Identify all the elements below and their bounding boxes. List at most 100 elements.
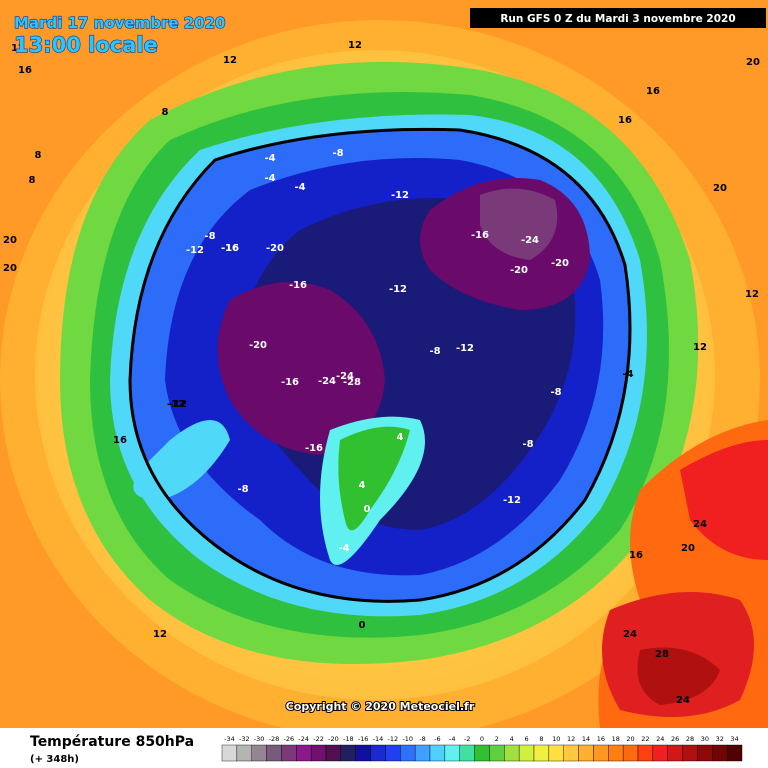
map-label: 16	[113, 435, 127, 446]
map-label: -4	[622, 369, 633, 380]
legend-swatch	[385, 744, 401, 762]
map-label: -20	[249, 340, 267, 351]
map-date: Mardi 17 novembre 2020	[14, 14, 226, 32]
map-label: 4	[359, 480, 366, 491]
map-label: 16	[646, 86, 660, 97]
legend-swatch	[504, 744, 520, 762]
legend-label: -20	[328, 735, 339, 743]
map-label: 0	[364, 504, 371, 515]
legend-swatch	[266, 744, 282, 762]
map-label: 12	[348, 40, 362, 51]
map-label: 12	[693, 342, 707, 353]
map-label: -24	[318, 376, 336, 387]
map-label: -4	[264, 153, 275, 164]
legend-swatch	[444, 744, 460, 762]
map-label: -4	[338, 543, 349, 554]
legend-label: 4	[510, 735, 514, 743]
legend-swatch	[563, 744, 579, 762]
legend-label: 18	[612, 735, 620, 743]
map-label: 0	[359, 620, 366, 631]
map-label: -16	[305, 443, 323, 454]
legend-label: 22	[641, 735, 649, 743]
run-box	[470, 8, 766, 28]
legend-swatch	[533, 744, 550, 762]
map-label: 20	[681, 543, 695, 554]
map-label: 28	[655, 649, 669, 660]
map-label: 12	[11, 43, 25, 54]
map-label: 12	[223, 55, 237, 66]
map-label: -24	[521, 235, 539, 246]
legend-label: 10	[552, 735, 560, 743]
legend-swatch	[236, 744, 252, 762]
map-label: -28	[343, 377, 361, 388]
legend-label: 0	[480, 735, 484, 743]
legend-swatch	[221, 744, 238, 762]
map-label: -16	[289, 280, 307, 291]
map-field	[0, 0, 768, 740]
legend-label: -4	[449, 735, 455, 743]
map-label: 20	[746, 57, 760, 68]
legend-swatch	[518, 744, 535, 762]
map-label: -8	[332, 148, 343, 159]
legend-swatch	[310, 744, 327, 762]
map-label: -8	[522, 439, 533, 450]
map-label: -12	[456, 343, 474, 354]
legend-swatch	[325, 744, 342, 762]
legend-swatch	[578, 744, 594, 762]
legend-swatch	[697, 744, 713, 762]
legend-label: -22	[313, 735, 324, 743]
legend-swatch	[429, 744, 446, 762]
legend-label: 24	[656, 735, 664, 743]
legend-swatch	[637, 744, 654, 762]
legend-label: 16	[597, 735, 605, 743]
legend-swatch	[667, 744, 683, 762]
map-label: 8	[29, 175, 36, 186]
legend-label: 12	[567, 735, 575, 743]
map-label: 20	[3, 263, 17, 274]
legend-label: -34	[224, 735, 235, 743]
legend-swatch	[489, 744, 505, 762]
map-labels: 12 16 20 8 12 12 -4 -4 -8 -8 -12 -16 -16 -20 -24 -20 -16…	[3, 40, 760, 706]
map-label: -12	[389, 284, 407, 295]
legend-swatch	[593, 744, 609, 762]
legend-label: -32	[239, 735, 250, 743]
map-label: 12	[745, 289, 759, 300]
color-legend: -34 -32 -30 -28 -26 -24 -22 -20 -18 -16 -14 -12 -10-…	[221, 735, 743, 762]
legend-swatch	[296, 744, 312, 762]
map-label: -20	[551, 258, 569, 269]
legend-label: 34	[730, 735, 738, 743]
map-label: -8	[237, 484, 248, 495]
map-label: -12	[503, 495, 521, 506]
map-label: 8	[35, 150, 42, 161]
legend-swatch	[652, 744, 668, 762]
map-label: -12	[186, 245, 204, 256]
legend-swatch	[459, 744, 475, 762]
legend-label: -10	[402, 735, 413, 743]
legend-label: 8	[539, 735, 543, 743]
legend-swatch	[400, 744, 416, 762]
legend-swatch	[682, 744, 698, 762]
map-label: -12	[391, 190, 409, 201]
legend-label: -12	[388, 735, 399, 743]
legend-swatch	[414, 744, 431, 762]
legend-label: 28	[686, 735, 694, 743]
legend-swatch	[622, 744, 639, 762]
legend-label: -18	[343, 735, 354, 743]
map-label: 24	[676, 695, 690, 706]
legend-label: -6	[434, 735, 440, 743]
map-label: -16	[281, 377, 299, 388]
map-label: -4	[294, 182, 305, 193]
legend-label: -26	[284, 735, 295, 743]
legend-label: -14	[373, 735, 384, 743]
legend-swatch	[474, 744, 490, 762]
map-label: 4	[397, 432, 404, 443]
map-label: -4	[264, 173, 275, 184]
legend-swatch	[281, 744, 297, 762]
legend-label: -8	[419, 735, 425, 743]
map-label: -16	[221, 243, 239, 254]
map-label: 8	[162, 107, 169, 118]
map-time: 13:00 locale	[14, 33, 158, 57]
legend-swatch	[251, 744, 267, 762]
footer-title: Température 850hPa	[30, 734, 194, 750]
